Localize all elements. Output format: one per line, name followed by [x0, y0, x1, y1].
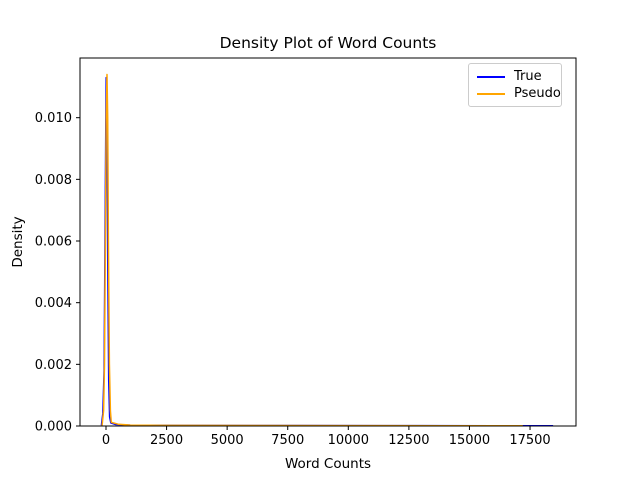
x-tick-label: 17500: [509, 433, 550, 448]
axes-spines: [79, 57, 577, 427]
legend-label-pseudo: Pseudo: [514, 86, 561, 101]
legend-item-pseudo: Pseudo: [477, 87, 561, 100]
y-tick-label: 0.000: [35, 420, 72, 435]
x-tick-label: 0: [102, 433, 110, 448]
chart-title: Density Plot of Word Counts: [220, 34, 437, 52]
x-tick-label: 15000: [449, 433, 490, 448]
y-tick-label: 0.004: [35, 296, 72, 311]
legend: True Pseudo: [468, 63, 562, 107]
x-tick-label: 5000: [211, 433, 244, 448]
legend-line-swatch-pseudo: [477, 92, 505, 95]
series-line-true: [100, 76, 554, 427]
x-tick-label: 7500: [271, 433, 304, 448]
y-tick-label: 0.002: [35, 358, 72, 373]
y-tick-label: 0.008: [35, 173, 72, 188]
legend-item-true: True: [477, 70, 553, 83]
series-line-pseudo: [101, 73, 523, 427]
y-axis-label: Density: [10, 216, 26, 267]
x-tick-label: 2500: [150, 433, 183, 448]
y-tick-label: 0.010: [35, 111, 72, 126]
legend-label-true: True: [514, 69, 542, 84]
legend-line-swatch-true: [477, 75, 505, 78]
x-tick-label: 10000: [328, 433, 369, 448]
x-axis-label: Word Counts: [285, 456, 371, 472]
y-tick-label: 0.006: [35, 235, 72, 250]
x-tick-label: 12500: [388, 433, 429, 448]
